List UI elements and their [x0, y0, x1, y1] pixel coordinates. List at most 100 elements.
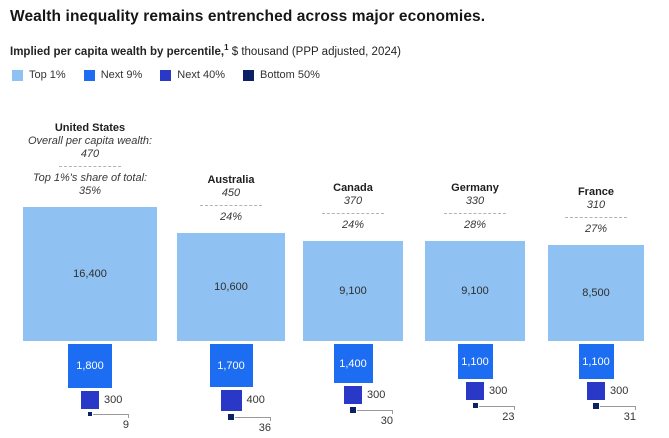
- footnote-marker: 1: [224, 43, 229, 52]
- country-name: United States: [54, 122, 126, 134]
- side-value-label: 300: [104, 394, 123, 406]
- square-row-bottom-50pct: 9: [10, 412, 170, 436]
- country-header-united-states: United States Overall per capita wealth: 4…: [10, 122, 170, 198]
- legend-label: Bottom 50%: [259, 69, 320, 81]
- country-name: Australia: [207, 174, 255, 186]
- square-stack-germany: 9,100 1,100 300 23: [395, 241, 555, 428]
- legend: Top 1% Next 9% Next 40% Bottom 50%: [12, 69, 320, 81]
- square-value-label: 16,400: [73, 268, 107, 280]
- square-next-9pct: 1,800: [68, 344, 112, 388]
- tiny-value-label: 23: [502, 411, 515, 423]
- connector-line: [357, 410, 393, 411]
- connector-line: [478, 406, 515, 407]
- chart-title: Wealth inequality remains entrenched acr…: [10, 8, 486, 25]
- legend-swatch: [83, 69, 95, 81]
- square-stack-australia: 10,600 1,700 400 36: [151, 233, 311, 438]
- top1-share-value: 24%: [219, 211, 243, 223]
- top1-share-value: 35%: [78, 185, 102, 197]
- connector-tick: [128, 414, 129, 418]
- connector-tick: [513, 406, 515, 410]
- top1-share-value: 28%: [463, 219, 487, 231]
- tiny-value-label: 9: [122, 419, 129, 431]
- square-row-bottom-50pct: 30: [273, 407, 433, 433]
- square-row-next-40pct: 300: [516, 382, 669, 400]
- legend-label: Next 40%: [177, 69, 225, 81]
- legend-item: Top 1%: [12, 69, 66, 81]
- square-next-40pct: [344, 386, 362, 404]
- square-next-9pct: 1,100: [578, 344, 614, 379]
- connector-line: [93, 414, 129, 415]
- square-next-9pct: 1,700: [209, 344, 253, 387]
- square-next-9pct: 1,100: [457, 344, 493, 379]
- subtitle-bold-text: Implied per capita wealth by percentile,: [10, 45, 225, 58]
- square-bottom-50pct: [228, 414, 234, 420]
- overall-wealth-value: 330: [465, 195, 485, 207]
- square-stack-france: 8,500 1,100 300 31: [516, 245, 669, 429]
- tiny-value-label: 36: [258, 422, 271, 434]
- square-row-next-40pct: 300: [395, 382, 555, 400]
- legend-swatch: [12, 69, 23, 81]
- square-value-label: 1,400: [339, 357, 367, 370]
- dashed-divider: [565, 217, 627, 218]
- dashed-divider: [444, 213, 506, 214]
- square-value-label: 1,100: [461, 355, 489, 368]
- square-value-label: 1,700: [217, 359, 245, 372]
- overall-wealth-value: 450: [221, 187, 241, 199]
- legend-label: Next 9%: [100, 69, 143, 81]
- legend-swatch: [160, 69, 172, 81]
- country-name: France: [577, 186, 615, 198]
- square-row-bottom-50pct: 23: [395, 403, 555, 428]
- side-value-label: 300: [489, 385, 508, 397]
- square-next-40pct: [220, 390, 242, 411]
- country-header-canada: Canada 370 24%: [273, 182, 433, 232]
- square-top-1pct: 9,100: [303, 241, 403, 341]
- square-value-label: 1,800: [76, 360, 104, 372]
- legend-item: Bottom 50%: [242, 69, 320, 81]
- square-row-bottom-50pct: 36: [151, 414, 311, 438]
- square-bottom-50pct: [593, 403, 599, 409]
- square-top-1pct: 16,400: [23, 207, 157, 341]
- top1-share-label: Top 1%'s share of total:: [32, 172, 148, 184]
- square-next-40pct: [81, 391, 99, 409]
- dashed-divider: [200, 205, 262, 206]
- square-top-1pct: 10,600: [177, 233, 285, 341]
- subtitle-unit-text: $ thousand (PPP adjusted, 2024): [228, 45, 401, 58]
- square-next-40pct: [587, 382, 605, 400]
- dashed-divider: [322, 213, 384, 214]
- square-bottom-50pct: [350, 407, 356, 413]
- connector-line: [235, 417, 271, 418]
- square-top-1pct: 9,100: [425, 241, 525, 341]
- country-header-france: France 310 27%: [516, 186, 669, 236]
- country-name: Canada: [333, 182, 373, 194]
- side-value-label: 300: [367, 389, 386, 401]
- square-value-label: 9,100: [461, 285, 489, 297]
- overall-wealth-value: 310: [586, 199, 606, 211]
- connector-tick: [635, 406, 636, 410]
- legend-item: Next 40%: [160, 69, 225, 81]
- connector-tick: [270, 417, 271, 421]
- country-header-australia: Australia 450 24%: [151, 174, 311, 224]
- square-next-40pct: [466, 382, 484, 400]
- square-bottom-50pct: [88, 412, 92, 416]
- square-row-bottom-50pct: 31: [516, 403, 669, 429]
- tiny-value-label: 31: [623, 411, 636, 423]
- side-value-label: 300: [610, 385, 629, 397]
- square-value-label: 1,100: [582, 355, 610, 368]
- country-header-germany: Germany 330 28%: [395, 182, 555, 232]
- square-next-9pct: 1,400: [333, 344, 373, 383]
- square-value-label: 8,500: [582, 287, 610, 299]
- square-row-next-40pct: 300: [273, 386, 433, 404]
- square-top-1pct: 8,500: [548, 245, 644, 341]
- legend-item: Next 9%: [83, 69, 143, 81]
- top1-share-value: 24%: [341, 219, 365, 231]
- connector-line: [600, 406, 636, 407]
- square-value-label: 9,100: [339, 285, 367, 297]
- square-row-next-40pct: 400: [151, 390, 311, 411]
- square-stack-canada: 9,100 1,400 300 30: [273, 241, 433, 433]
- top1-share-value: 27%: [584, 223, 608, 235]
- square-row-next-40pct: 300: [10, 391, 170, 409]
- square-bottom-50pct: [472, 403, 478, 408]
- country-name: Germany: [451, 182, 499, 194]
- dashed-divider: [59, 166, 121, 167]
